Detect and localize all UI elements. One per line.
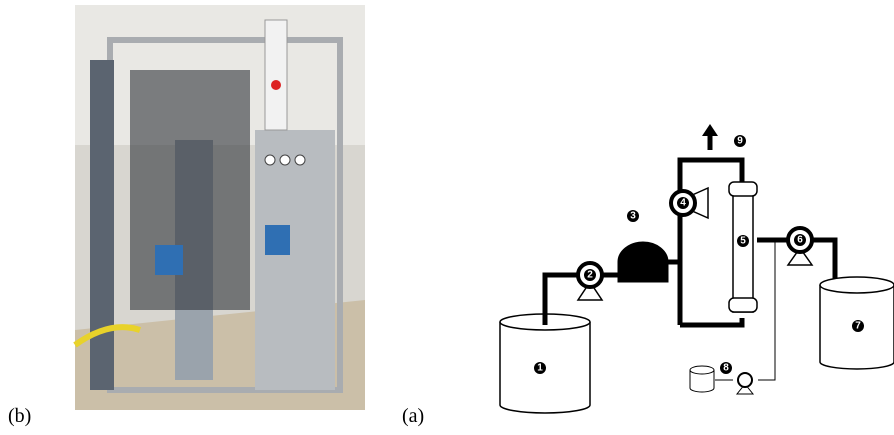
node-label: 1	[537, 363, 543, 374]
node-label: 2	[587, 270, 593, 281]
node-label: 9	[737, 136, 743, 147]
node-label: 4	[680, 198, 686, 209]
node-badges: 1 2 3 4 5 6 7 8 9	[534, 135, 864, 374]
photo	[73, 5, 365, 410]
node-label: 7	[855, 321, 861, 332]
panel-label: (a)	[402, 405, 424, 427]
panel-label: (b)	[8, 405, 31, 427]
schematic	[499, 124, 894, 414]
node-label: 6	[797, 235, 803, 246]
node-label: 5	[740, 236, 746, 247]
node-label: 3	[630, 211, 636, 222]
node-label: 8	[723, 363, 729, 374]
